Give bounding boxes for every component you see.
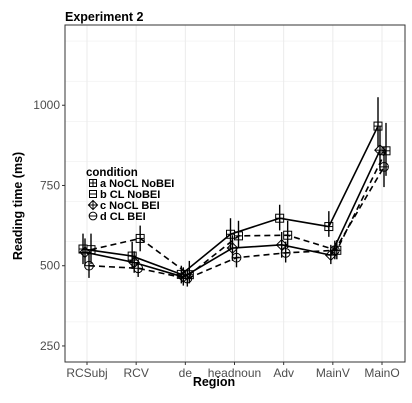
data-point bbox=[88, 211, 98, 221]
y-tick-label: 500 bbox=[40, 259, 60, 273]
x-axis-title: Region bbox=[193, 375, 235, 389]
data-point bbox=[89, 190, 97, 198]
y-axis-ticks: 250 500 750 1000 bbox=[33, 98, 65, 353]
y-tick-label: 250 bbox=[40, 339, 60, 353]
data-point bbox=[231, 252, 242, 263]
legend-title: condition bbox=[86, 167, 138, 179]
legend-label: c NoCL BEI bbox=[100, 200, 160, 212]
data-points bbox=[78, 121, 391, 284]
data-point bbox=[87, 199, 99, 211]
legend-label: b CL NoBEI bbox=[100, 189, 160, 201]
x-tick-label: RCV bbox=[123, 366, 148, 380]
x-tick-label: headnoun bbox=[208, 366, 261, 380]
data-point bbox=[324, 222, 334, 232]
data-point bbox=[89, 179, 97, 187]
y-axis-title: Reading time (ms) bbox=[11, 152, 25, 260]
x-tick-label: de bbox=[179, 366, 193, 380]
data-point bbox=[234, 231, 243, 241]
y-tick-label: 750 bbox=[40, 178, 60, 192]
data-point bbox=[79, 246, 91, 259]
x-tick-label: Adv bbox=[273, 366, 294, 380]
data-point bbox=[182, 273, 193, 284]
data-point bbox=[379, 161, 389, 172]
chart-title: Experiment 2 bbox=[65, 10, 144, 24]
x-tick-label: MainV bbox=[316, 366, 350, 380]
data-point bbox=[283, 230, 293, 240]
y-tick-label: 1000 bbox=[33, 98, 60, 112]
data-point bbox=[275, 213, 285, 223]
data-point bbox=[280, 247, 291, 258]
data-point bbox=[84, 260, 94, 271]
data-point bbox=[135, 233, 145, 243]
legend-label: d CL BEI bbox=[100, 211, 146, 223]
data-point bbox=[329, 245, 340, 256]
x-axis-ticks: RCSubj RCV de headnoun Adv MainV MainO bbox=[66, 362, 400, 380]
data-point bbox=[133, 263, 144, 274]
grid bbox=[65, 25, 405, 363]
data-point bbox=[381, 146, 391, 156]
x-tick-label: MainO bbox=[364, 366, 399, 380]
data-point bbox=[226, 242, 239, 254]
data-point bbox=[374, 144, 386, 157]
data-point bbox=[373, 121, 383, 131]
x-tick-label: RCSubj bbox=[66, 366, 107, 380]
legend-label: a NoCL NoBEI bbox=[100, 178, 174, 190]
